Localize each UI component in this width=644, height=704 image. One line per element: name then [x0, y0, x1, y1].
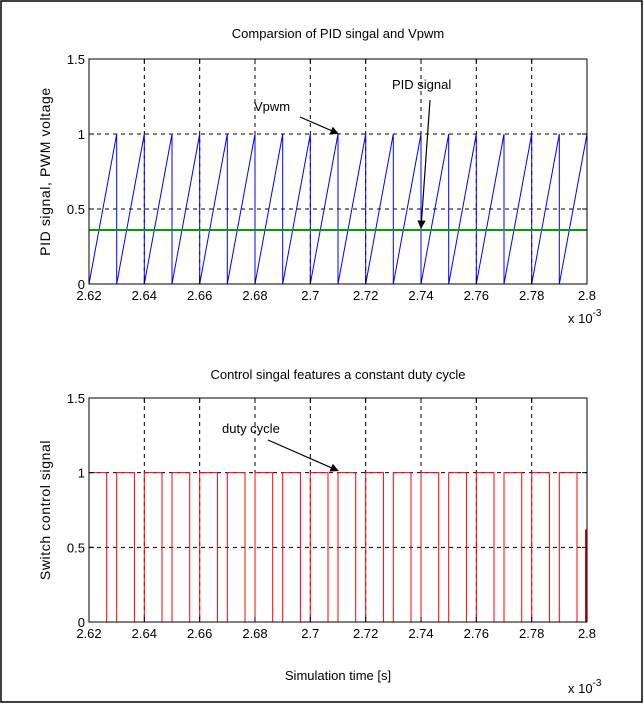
x-tick-label: 2.64 — [132, 626, 157, 641]
x-tick-label: 2.62 — [76, 288, 101, 303]
annotation-arrow — [417, 99, 431, 229]
x-tick-label: 2.72 — [353, 626, 378, 641]
x-tick-label: 2.7 — [301, 288, 319, 303]
x-axis-label: Simulation time [s] — [285, 668, 391, 683]
axes-box — [88, 397, 588, 623]
x-tick-label: 2.76 — [464, 288, 489, 303]
y-tick-label: 1.5 — [67, 391, 85, 406]
chart-bottom: 2.62 2.64 2.66 2.68 2.7 2.72 2.74 2.76 2.78 2.8 0 0… — [37, 367, 602, 696]
annotation-arrow — [267, 439, 339, 472]
x-tick-label: 2.64 — [132, 288, 157, 303]
x-multiplier: x 10-3 — [568, 308, 602, 326]
x-tick-label: 2.8 — [578, 288, 596, 303]
x-tick-label: 2.66 — [187, 626, 212, 641]
x-tick-label: 2.62 — [76, 626, 101, 641]
chart-top: 2.62 2.64 2.66 2.68 2.7 2.72 2.74 2.76 2.78 2.8 0 0… — [37, 26, 602, 326]
x-tick-label: 2.76 — [464, 626, 489, 641]
annotation-label: Vpwm — [254, 99, 290, 114]
y-tick-label: 0 — [78, 615, 85, 630]
x-tick-label: 2.78 — [519, 288, 544, 303]
x-multiplier-base: x 10 — [568, 681, 593, 696]
x-tick-label: 2.74 — [408, 626, 433, 641]
y-axis-label: PID signal, PWM voltage — [37, 87, 53, 256]
x-tick-label: 2.78 — [519, 626, 544, 641]
y-tick-label: 0.5 — [67, 540, 85, 555]
axes-box — [88, 58, 588, 285]
annotation-label: duty cycle — [222, 421, 280, 436]
x-tick-label: 2.7 — [301, 626, 319, 641]
x-tick-label: 2.74 — [408, 288, 433, 303]
x-tick-label: 2.68 — [242, 626, 267, 641]
x-multiplier-base: x 10 — [568, 311, 593, 326]
annotation-arrow — [299, 116, 339, 135]
x-tick-label: 2.8 — [578, 626, 596, 641]
x-multiplier-exponent: -3 — [593, 308, 602, 319]
y-tick-label: 1 — [78, 466, 85, 481]
x-tick-label: 2.66 — [187, 288, 212, 303]
chart-title: Comparsion of PID singal and Vpwm — [232, 26, 444, 41]
x-multiplier: x 10-3 — [568, 678, 602, 696]
y-tick-label: 0.5 — [67, 202, 85, 217]
x-multiplier-exponent: -3 — [593, 678, 602, 689]
annotation-label: PID signal — [392, 77, 451, 92]
y-tick-label: 0 — [78, 277, 85, 292]
x-tick-label: 2.72 — [353, 288, 378, 303]
y-axis-label: Switch control signal — [37, 440, 53, 580]
y-tick-label: 1.5 — [67, 52, 85, 67]
y-tick-label: 1 — [78, 127, 85, 142]
chart-title: Control singal features a constant duty … — [210, 367, 465, 382]
x-tick-label: 2.68 — [242, 288, 267, 303]
